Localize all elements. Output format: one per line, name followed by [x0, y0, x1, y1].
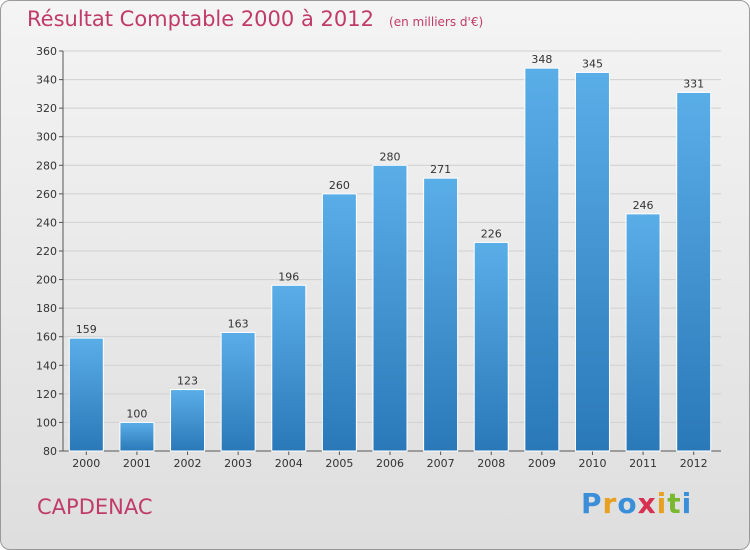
logo-letter: P: [581, 487, 603, 520]
logo-letter: i: [681, 487, 693, 520]
bar: [574, 71, 610, 452]
y-tick-label: 360: [36, 45, 57, 58]
bar: [423, 177, 459, 452]
logo-letter: i: [656, 487, 668, 520]
data-label: 226: [481, 227, 502, 240]
x-tick-label: 2001: [123, 457, 151, 470]
bar: [473, 241, 509, 452]
bars: [68, 67, 712, 452]
bar: [524, 67, 560, 452]
title-line: Résultat Comptable 2000 à 2012 (en milli…: [27, 7, 483, 31]
y-tick-label: 260: [36, 188, 57, 201]
y-tick-label: 220: [36, 245, 57, 258]
data-label: 246: [633, 199, 654, 212]
bar: [271, 284, 307, 452]
data-label: 123: [177, 375, 198, 388]
bar: [625, 213, 661, 452]
x-tick-label: 2008: [477, 457, 505, 470]
data-label: 348: [531, 53, 552, 66]
data-label: 163: [228, 317, 249, 330]
bar: [119, 421, 155, 452]
y-tick-label: 80: [43, 445, 57, 458]
proxiti-logo: Proxiti: [581, 487, 692, 520]
data-label: 271: [430, 163, 451, 176]
logo-letter: t: [667, 487, 682, 520]
y-tick-label: 300: [36, 131, 57, 144]
x-tick-label: 2010: [578, 457, 606, 470]
y-tick-label: 100: [36, 416, 57, 429]
x-tick-label: 2005: [325, 457, 353, 470]
data-label: 345: [582, 57, 603, 70]
y-tick-label: 320: [36, 102, 57, 115]
y-tick-label: 140: [36, 359, 57, 372]
data-label: 280: [380, 150, 401, 163]
data-labels: 159 100 123 163 196 260 280 271 226 348 345 246 331: [76, 53, 704, 420]
bar: [170, 389, 206, 452]
logo-letter: o: [617, 487, 638, 520]
logo-letter: x: [637, 487, 657, 520]
chart-title: Résultat Comptable 2000 à 2012: [27, 7, 374, 31]
y-tick-label: 240: [36, 216, 57, 229]
y-tick-label: 180: [36, 302, 57, 315]
data-label: 260: [329, 179, 350, 192]
bar: [220, 331, 256, 452]
data-label: 196: [278, 270, 299, 283]
x-tick-label: 2004: [275, 457, 303, 470]
y-tick-label: 280: [36, 159, 57, 172]
x-tick-label: 2000: [72, 457, 100, 470]
logo-letter: r: [602, 487, 618, 520]
x-tick-label: 2011: [629, 457, 657, 470]
data-label: 159: [76, 323, 97, 336]
y-tick-label: 200: [36, 274, 57, 287]
bar: [321, 193, 357, 452]
x-tick-label: 2009: [528, 457, 556, 470]
x-tick-label: 2003: [224, 457, 252, 470]
town-name: CAPDENAC: [37, 495, 153, 519]
x-tick-label: 2007: [427, 457, 455, 470]
data-label: 331: [683, 77, 704, 90]
chart-subtitle: (en milliers d'€): [389, 15, 484, 29]
y-tick-label: 160: [36, 331, 57, 344]
y-tick-label: 120: [36, 388, 57, 401]
x-tick-label: 2012: [680, 457, 708, 470]
data-label: 100: [126, 407, 147, 420]
x-tick-label: 2006: [376, 457, 404, 470]
bar: [68, 337, 104, 452]
x-tick-label: 2002: [174, 457, 202, 470]
bar: [372, 164, 408, 452]
bar: [676, 91, 712, 452]
y-tick-label: 340: [36, 74, 57, 87]
